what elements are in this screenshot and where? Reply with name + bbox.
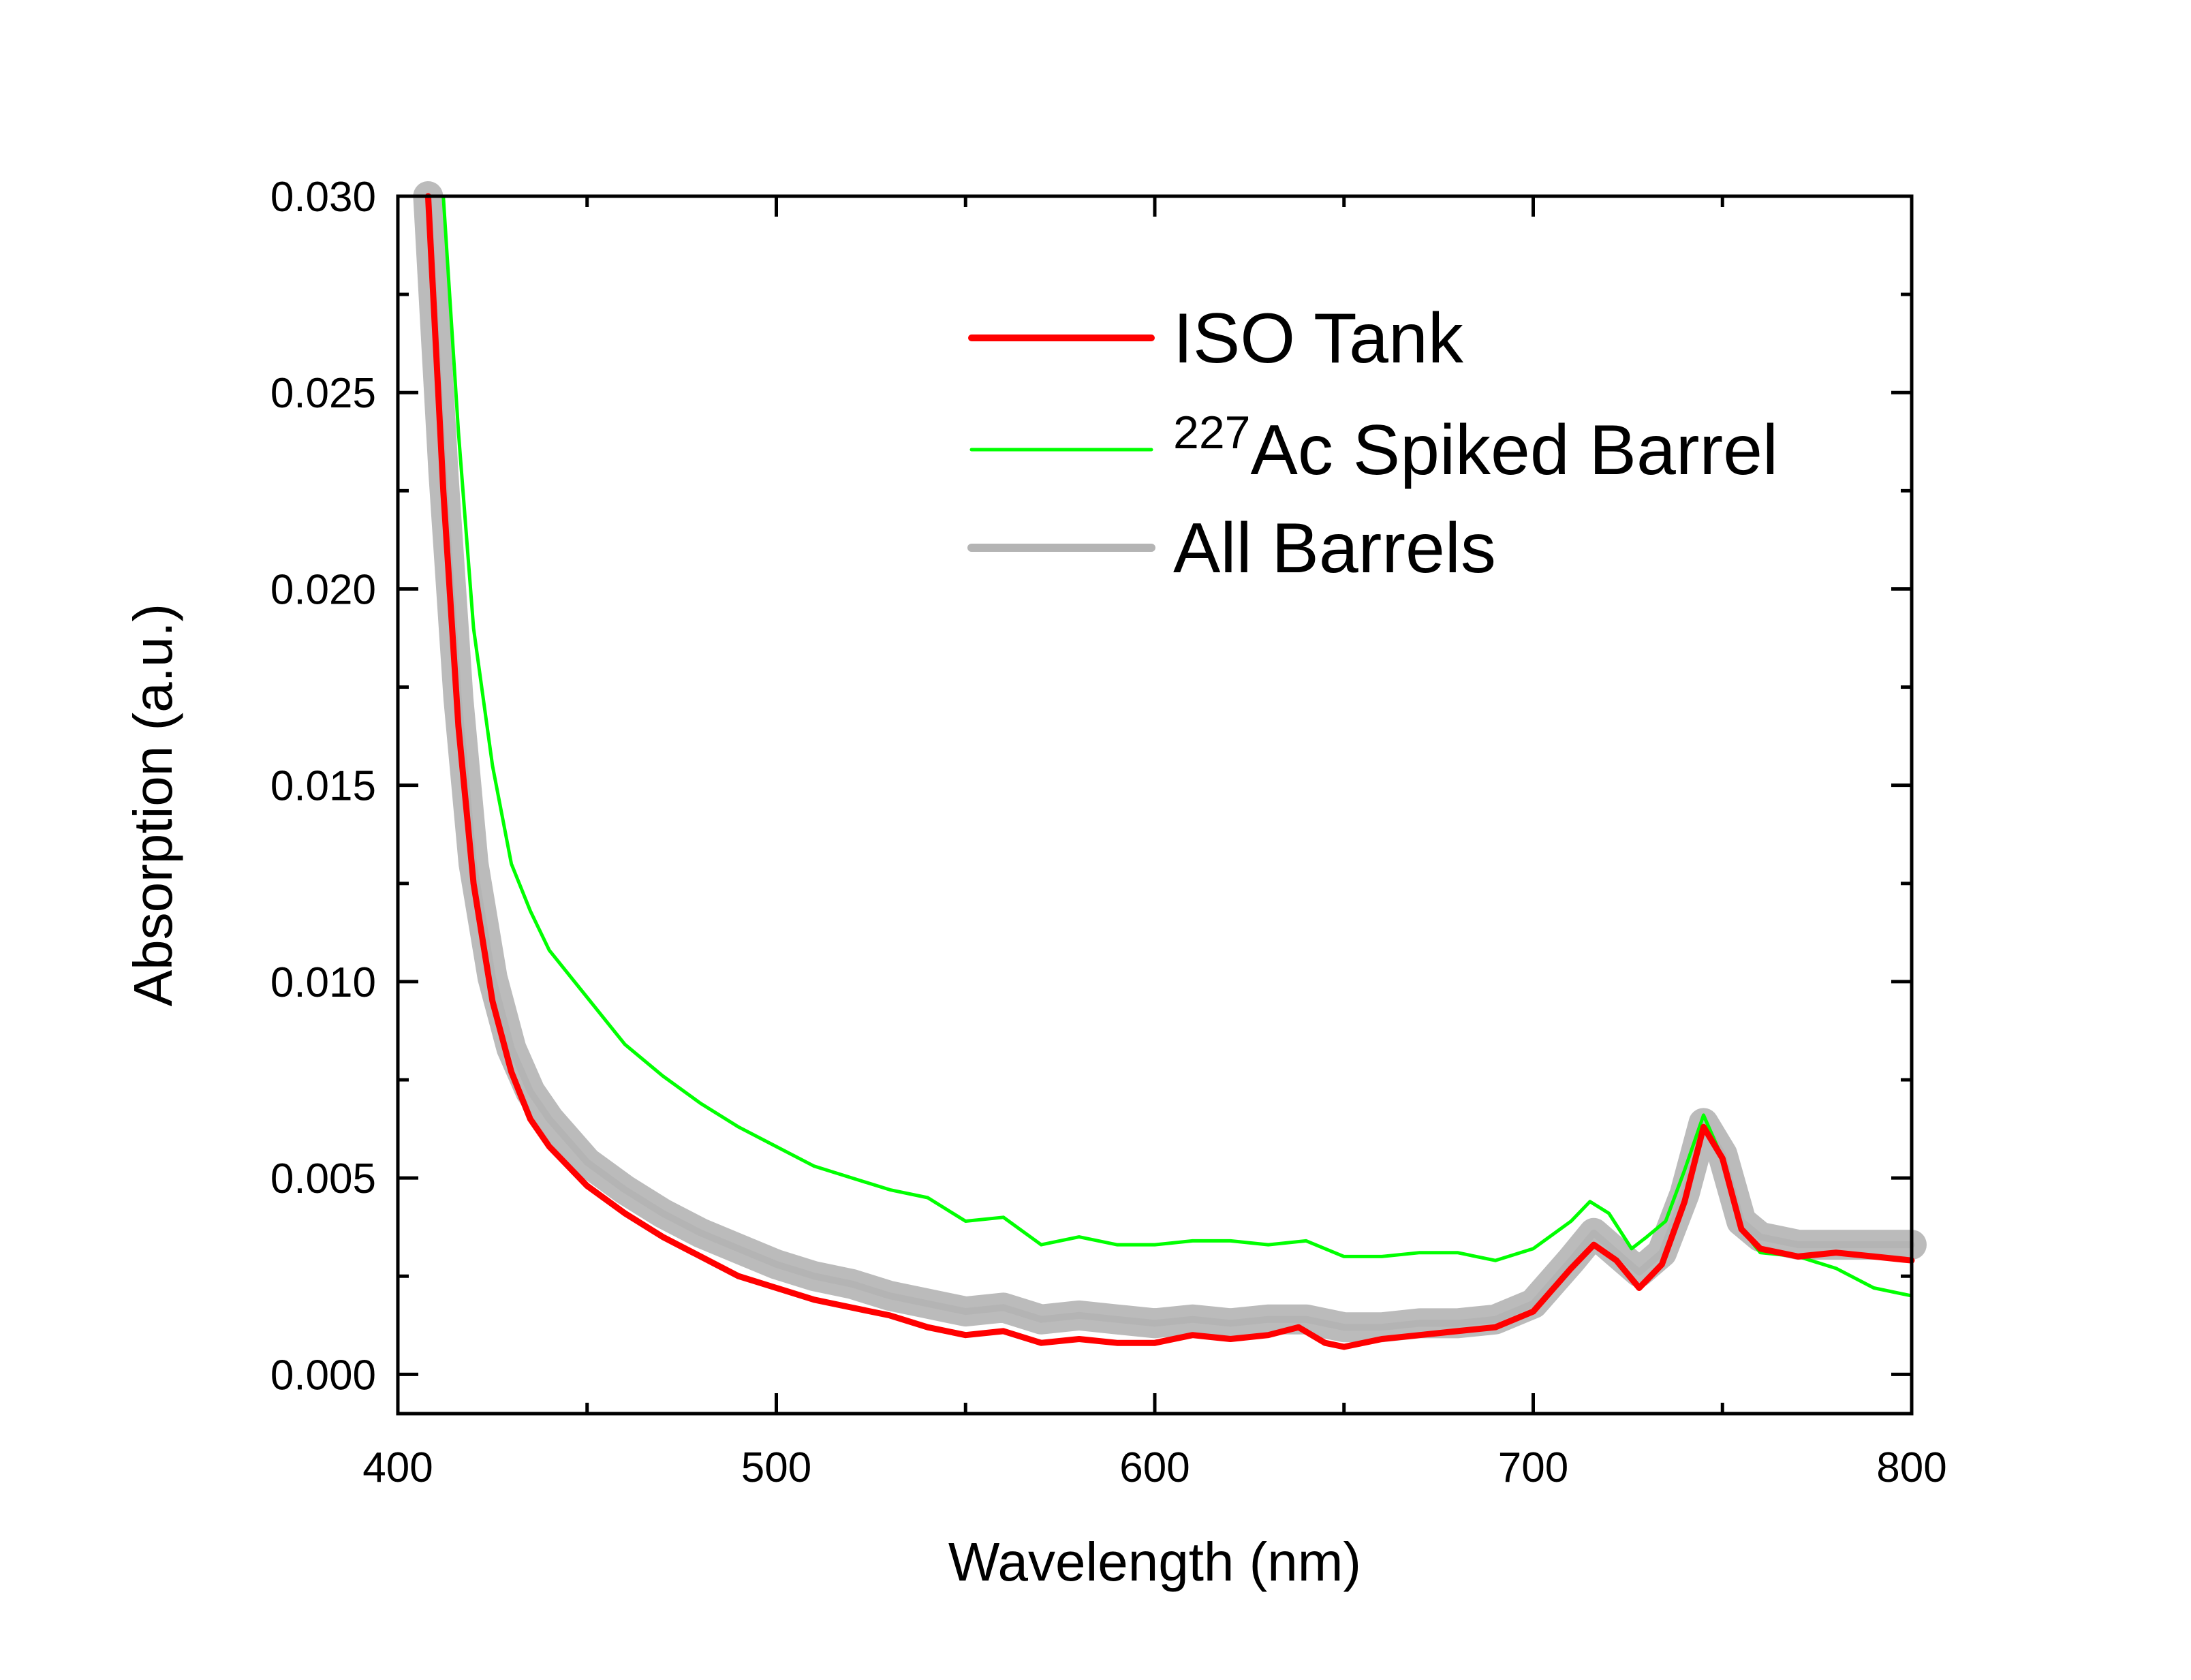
- legend: ISO Tank 227Ac Spiked Barrel All Barrels: [967, 299, 1778, 588]
- y-tick-label: 0.010: [270, 959, 376, 1006]
- x-tick-label: 800: [1876, 1444, 1946, 1491]
- x-axis-title: Wavelength (nm): [948, 1531, 1361, 1592]
- y-tick-label: 0.020: [270, 566, 376, 613]
- y-axis: 0.000 0.005 0.010 0.015 0.020 0.025 0.030: [270, 174, 1912, 1399]
- x-tick-label: 600: [1119, 1444, 1190, 1491]
- x-tick-label: 400: [362, 1444, 433, 1491]
- y-tick-label: 0.030: [270, 174, 376, 221]
- y-tick-label: 0.005: [270, 1155, 376, 1202]
- x-axis: 400 500 600 700 800: [362, 196, 1947, 1491]
- y-axis-title: Absorption (a.u.): [123, 604, 183, 1006]
- legend-label: 227Ac Spiked Barrel: [1173, 407, 1778, 490]
- y-tick-label: 0.000: [270, 1352, 376, 1399]
- y-tick-label: 0.015: [270, 763, 376, 810]
- x-tick-label: 700: [1498, 1444, 1568, 1491]
- legend-label: ISO Tank: [1173, 299, 1464, 378]
- y-tick-label: 0.025: [270, 370, 376, 417]
- legend-label-text: Ac Spiked Barrel: [1250, 411, 1778, 490]
- legend-label: All Barrels: [1173, 509, 1496, 588]
- series-layer: [424, 193, 1915, 1350]
- series-line-iso-tank: [424, 193, 1915, 1350]
- x-tick-label: 500: [741, 1444, 811, 1491]
- legend-label-superscript: 227: [1173, 407, 1250, 458]
- series-line-ac-spiked-barrel: [441, 194, 1914, 1298]
